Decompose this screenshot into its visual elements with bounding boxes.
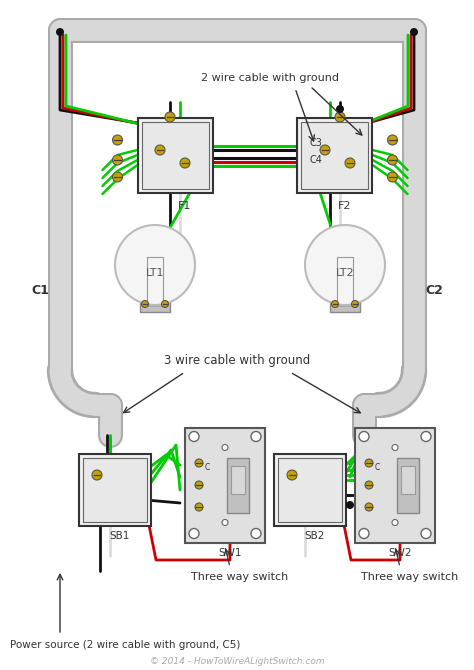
Circle shape [162, 301, 168, 308]
Bar [137, 117, 212, 192]
Text: 2 wire cable with ground: 2 wire cable with ground [201, 73, 339, 83]
Text: C3: C3 [310, 138, 323, 148]
Text: 3 wire cable with ground: 3 wire cable with ground [164, 354, 310, 366]
Circle shape [251, 529, 261, 539]
FancyBboxPatch shape [337, 292, 353, 306]
Circle shape [115, 225, 195, 305]
Circle shape [222, 444, 228, 450]
Circle shape [189, 529, 199, 539]
Text: C1: C1 [31, 283, 49, 297]
FancyBboxPatch shape [147, 292, 163, 306]
Circle shape [112, 135, 122, 145]
Bar [79, 454, 151, 526]
Text: © 2014 - HowToWireALightSwitch.com: © 2014 - HowToWireALightSwitch.com [150, 657, 324, 667]
Circle shape [336, 105, 344, 113]
Circle shape [56, 28, 64, 36]
Circle shape [421, 431, 431, 442]
Text: SB1: SB1 [110, 531, 130, 541]
Bar [278, 458, 342, 522]
Circle shape [352, 301, 358, 308]
Circle shape [112, 172, 122, 182]
Bar [227, 458, 249, 513]
Circle shape [388, 155, 398, 165]
Circle shape [365, 459, 373, 467]
Text: Power source (2 wire cable with ground, C5): Power source (2 wire cable with ground, … [10, 640, 240, 650]
Text: LT2: LT2 [336, 268, 354, 278]
Circle shape [92, 470, 102, 480]
Bar [83, 458, 147, 522]
Circle shape [222, 519, 228, 525]
Bar [401, 466, 415, 494]
Bar [274, 454, 346, 526]
Circle shape [287, 470, 297, 480]
Circle shape [392, 519, 398, 525]
Text: C: C [374, 462, 380, 472]
Text: Three way switch: Three way switch [361, 572, 459, 582]
Text: F1: F1 [178, 200, 191, 210]
Bar [397, 458, 419, 513]
Bar [185, 427, 265, 543]
Circle shape [251, 431, 261, 442]
Circle shape [195, 481, 203, 489]
Bar [355, 427, 435, 543]
Circle shape [155, 145, 165, 155]
Circle shape [165, 112, 175, 122]
Text: C2: C2 [425, 283, 443, 297]
Bar [142, 121, 209, 188]
Text: C4: C4 [310, 155, 323, 165]
Circle shape [305, 225, 385, 305]
Circle shape [359, 431, 369, 442]
Circle shape [359, 529, 369, 539]
Circle shape [195, 503, 203, 511]
Circle shape [189, 431, 199, 442]
Text: F2: F2 [338, 200, 352, 210]
Text: LT1: LT1 [146, 268, 164, 278]
Circle shape [346, 501, 354, 509]
Bar [330, 300, 360, 312]
Circle shape [421, 529, 431, 539]
Circle shape [142, 301, 148, 308]
Bar [298, 117, 373, 192]
Circle shape [388, 172, 398, 182]
Text: Three way switch: Three way switch [191, 572, 289, 582]
Text: C: C [204, 462, 210, 472]
Text: SB2: SB2 [305, 531, 325, 541]
Circle shape [365, 503, 373, 511]
Text: SW1: SW1 [218, 547, 242, 557]
Circle shape [331, 301, 338, 308]
Circle shape [195, 459, 203, 467]
Circle shape [112, 155, 122, 165]
Bar [301, 121, 368, 188]
Circle shape [410, 28, 418, 36]
Circle shape [345, 158, 355, 168]
Text: SW2: SW2 [388, 547, 412, 557]
Circle shape [180, 158, 190, 168]
Circle shape [392, 444, 398, 450]
Circle shape [320, 145, 330, 155]
Circle shape [365, 481, 373, 489]
Circle shape [335, 112, 345, 122]
Circle shape [388, 135, 398, 145]
Bar [231, 466, 245, 494]
Bar [140, 300, 170, 312]
